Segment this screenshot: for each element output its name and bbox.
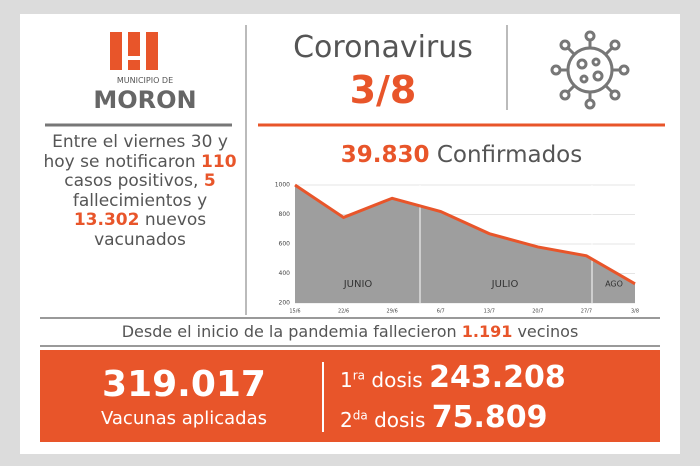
text: Desde el inicio de la pandemia fallecier… bbox=[121, 322, 462, 341]
text: Entre el viernes 30 y hoy se notificaron bbox=[43, 132, 228, 172]
x-tick-label: 15/6 bbox=[289, 309, 300, 315]
dose-1: 1ra dosis 243.208 bbox=[340, 360, 566, 395]
vaccines-label: Vacunas aplicadas bbox=[100, 408, 267, 429]
dose-value: 243.208 bbox=[429, 360, 566, 395]
title: Coronavirus bbox=[293, 30, 473, 65]
deaths-total: Desde el inicio de la pandemia fallecier… bbox=[40, 322, 660, 341]
logo-small: MUNICIPIO DE bbox=[116, 76, 174, 85]
text: fallecimientos y bbox=[72, 190, 208, 211]
dose-sup: ra bbox=[352, 368, 366, 383]
dose-value: 75.809 bbox=[431, 400, 548, 435]
x-tick-label: 29/6 bbox=[387, 309, 398, 315]
dose-n: 2 bbox=[340, 408, 353, 432]
x-tick-label: 22/6 bbox=[338, 309, 349, 315]
month-label: AGO bbox=[605, 280, 623, 289]
logo-mark bbox=[110, 32, 158, 70]
y-tick-label: 200 bbox=[279, 300, 291, 307]
chart: 200 400 600 800 1000 15/6 22/6 29/6 6/7 13/7 20/7 2… bbox=[275, 182, 639, 315]
dose-word: dosis bbox=[365, 368, 430, 392]
deaths-value: 1.191 bbox=[461, 322, 513, 341]
dose-sup: da bbox=[352, 408, 368, 423]
logo-name: MORON bbox=[93, 86, 197, 114]
confirmed-label: Confirmados bbox=[436, 142, 583, 168]
vaccinated: 13.302 bbox=[73, 210, 140, 230]
y-tick-label: 400 bbox=[279, 270, 291, 277]
vaccine-box bbox=[40, 350, 660, 442]
text: nuevos vacunados bbox=[94, 210, 207, 250]
date: 3/8 bbox=[349, 68, 417, 112]
dose-word: dosis bbox=[367, 408, 432, 432]
text: casos positivos, bbox=[64, 171, 204, 191]
month-label: JUNIO bbox=[343, 279, 373, 290]
text: vecinos bbox=[512, 322, 579, 341]
x-tick-label: 3/8 bbox=[631, 309, 639, 315]
x-tick-label: 13/7 bbox=[484, 309, 495, 315]
dose-2: 2da dosis 75.809 bbox=[340, 400, 548, 435]
cases: 110 bbox=[201, 151, 237, 172]
confirmed-value: 39.830 bbox=[340, 142, 430, 168]
x-tick-label: 20/7 bbox=[532, 309, 543, 315]
deaths: 5 bbox=[203, 171, 216, 191]
line bbox=[294, 183, 636, 286]
y-tick-label: 800 bbox=[279, 211, 291, 218]
x-tick-label: 27/7 bbox=[581, 309, 592, 315]
dose-n: 1 bbox=[340, 368, 353, 392]
vaccines-total: 319.017 bbox=[102, 364, 266, 405]
summary: Entre el viernes 30 y hoy se notificaron… bbox=[40, 132, 240, 250]
virus-icon bbox=[550, 30, 630, 110]
y-tick-label: 1000 bbox=[275, 182, 290, 189]
confirmed: 39.830 Confirmados bbox=[258, 142, 665, 168]
x-tick-label: 6/7 bbox=[437, 309, 445, 315]
area bbox=[295, 185, 635, 303]
y-tick-label: 600 bbox=[279, 241, 291, 248]
month-label: JULIO bbox=[491, 279, 519, 290]
